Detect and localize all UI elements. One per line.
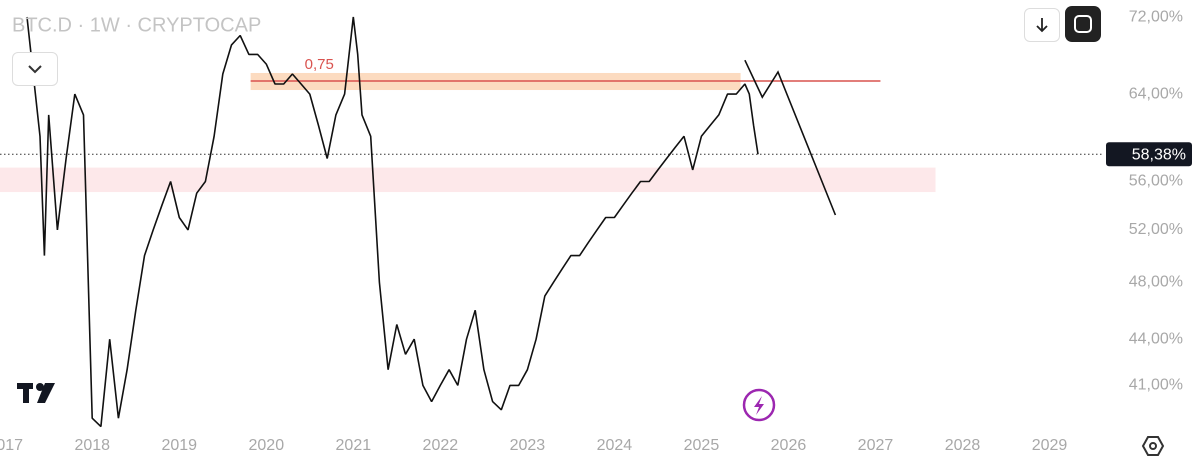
plot-layer: 0,75 58,38% <box>0 16 1192 428</box>
y-tick-label: 44,00% <box>1129 330 1183 347</box>
lightning-icon[interactable] <box>742 388 776 422</box>
x-tick-label: 2023 <box>510 437 546 454</box>
x-tick-label: 2024 <box>597 437 633 454</box>
x-tick-label: 2027 <box>858 437 894 454</box>
y-tick-label: 56,00% <box>1129 173 1183 190</box>
y-tick-label: 64,00% <box>1129 85 1183 102</box>
y-tick-label: 72,00% <box>1129 8 1183 25</box>
current-price-label: 58,38% <box>1132 146 1186 163</box>
x-tick-label: 2020 <box>249 437 285 454</box>
chevron-icon <box>28 65 42 74</box>
projection-line <box>744 59 837 216</box>
x-tick-label: 2018 <box>74 437 110 454</box>
download-button[interactable] <box>1024 8 1060 42</box>
y-tick-label: 41,00% <box>1129 377 1183 394</box>
download-icon <box>1036 18 1048 33</box>
current-price-box <box>1106 142 1192 167</box>
zone <box>0 167 936 193</box>
chart-title: BTC.D · 1W · CRYPTOCAP <box>12 14 261 36</box>
dropdown-button[interactable] <box>12 52 58 86</box>
x-tick-label: 2017 <box>0 437 23 454</box>
y-tick-label: 52,00% <box>1129 221 1183 238</box>
x-tick-label: 2029 <box>1032 437 1068 454</box>
tv-logo <box>17 383 55 403</box>
fullscreen-icon <box>1074 15 1092 33</box>
x-tick-label: 2026 <box>771 437 807 454</box>
settings-icon[interactable] <box>1141 436 1165 456</box>
fib-label: 0,75 <box>305 56 334 73</box>
x-tick-label: 2019 <box>161 437 197 454</box>
y-tick-label: 48,00% <box>1129 274 1183 291</box>
x-tick-label: 2025 <box>684 437 720 454</box>
x-tick-label: 2022 <box>423 437 459 454</box>
x-tick-label: 2028 <box>945 437 981 454</box>
price-line <box>26 16 759 428</box>
x-tick-label: 2021 <box>336 437 372 454</box>
fullscreen-button[interactable] <box>1065 6 1101 42</box>
